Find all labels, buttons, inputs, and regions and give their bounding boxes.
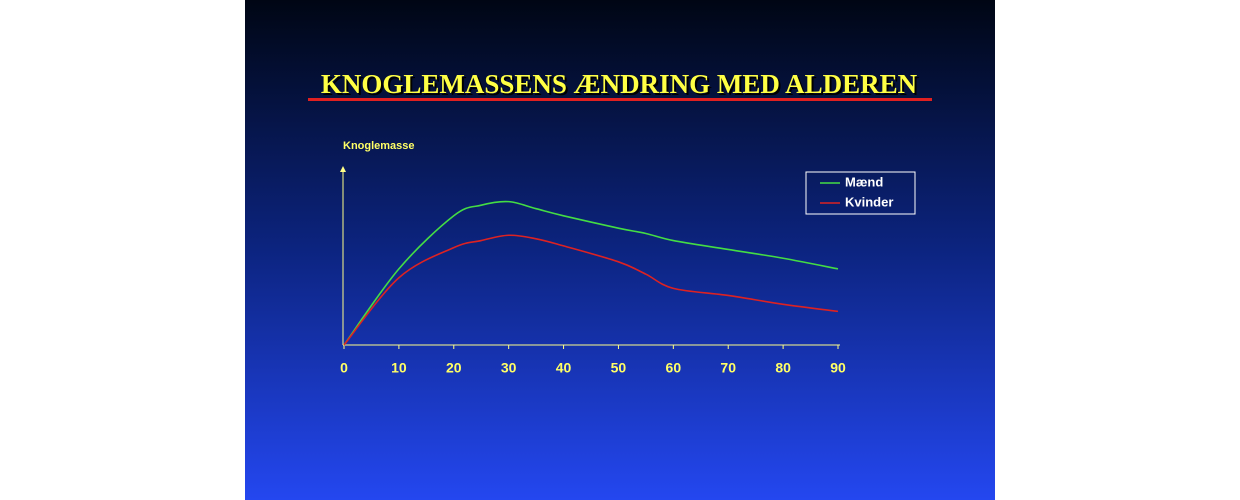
- slide: [245, 0, 995, 500]
- y-axis-arrow: [340, 166, 346, 172]
- x-tick-label: 30: [501, 360, 517, 376]
- x-tick-label: 0: [340, 360, 348, 376]
- title-underline: [308, 98, 932, 101]
- line-series: [343, 200, 839, 346]
- title-shadow: KNOGLEMASSENS ÆNDRING MED ALDEREN: [323, 71, 920, 101]
- x-tick-label: 20: [446, 360, 462, 376]
- legend-label: Mænd: [845, 174, 883, 189]
- legend-box: [805, 171, 916, 215]
- line-series: [343, 234, 839, 346]
- legend-label: Kvinder: [845, 194, 893, 209]
- x-tick-label: 70: [720, 360, 736, 376]
- y-axis-label: Knoglemasse: [343, 140, 415, 152]
- x-tick-label: 60: [666, 360, 682, 376]
- chart-title: KNOGLEMASSENS ÆNDRING MED ALDEREN: [321, 69, 918, 99]
- x-tick-label: 90: [830, 360, 846, 376]
- x-tick-label: 40: [556, 360, 572, 376]
- x-tick-label: 50: [611, 360, 627, 376]
- x-tick-label: 10: [391, 360, 407, 376]
- x-tick-label: 80: [775, 360, 791, 376]
